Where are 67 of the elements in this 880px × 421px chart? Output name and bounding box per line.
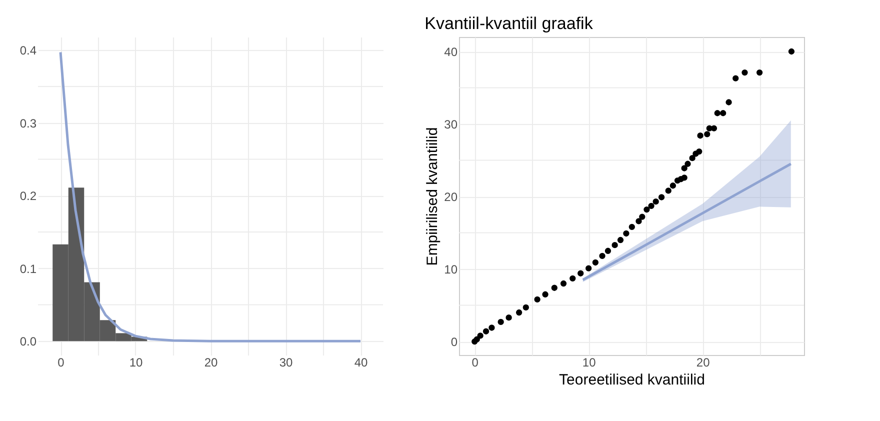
point [710, 125, 718, 132]
point [542, 291, 548, 298]
y-tick-label: 0.0 [20, 334, 37, 349]
y-tick-label: 0.3 [20, 116, 37, 130]
chart-title: Kvantiil-kvantiil graafik [424, 14, 594, 33]
point [652, 198, 659, 205]
point [570, 275, 576, 282]
y-tick-label: 0.1 [20, 262, 37, 276]
y-tick-label: 20 [444, 190, 458, 204]
line-series [59, 51, 362, 342]
point [586, 265, 592, 272]
point [788, 48, 795, 55]
point [696, 148, 702, 155]
point [681, 165, 688, 172]
point [648, 202, 654, 210]
x-axis-title: Teoreetilised kvantiilid [559, 372, 705, 388]
point [516, 309, 522, 316]
point [644, 206, 650, 213]
point [604, 248, 612, 254]
point [665, 188, 672, 194]
point [592, 259, 599, 266]
x-tick-label: 10 [129, 356, 143, 370]
x-tick-label: 40 [354, 356, 368, 370]
point [720, 110, 726, 116]
line-series [582, 162, 792, 282]
y-tick-label: 0 [450, 335, 458, 350]
x-tick-label: 10 [582, 356, 596, 370]
x-tick-label: 20 [696, 356, 710, 370]
point [732, 75, 739, 82]
point [623, 230, 630, 237]
point [681, 174, 688, 181]
y-tick-label: 10 [444, 262, 458, 277]
y-tick-label: 40 [444, 45, 458, 59]
y-tick-label: 0.4 [20, 44, 37, 58]
point [506, 314, 512, 321]
point [534, 296, 540, 303]
point [551, 284, 558, 291]
point [726, 99, 732, 106]
point [628, 224, 635, 230]
y-axis-title: Empiirilised kvantiilid [424, 127, 442, 266]
point [704, 131, 710, 138]
point [617, 236, 624, 244]
y-tick-label: 0.2 [20, 189, 37, 204]
point [636, 218, 642, 224]
point [477, 332, 484, 339]
point [612, 242, 618, 248]
point [756, 69, 763, 76]
x-tick-label: 0 [472, 356, 479, 370]
point [488, 324, 495, 331]
point [670, 182, 676, 189]
point [560, 280, 567, 287]
point [714, 110, 720, 116]
point [684, 160, 691, 167]
y-tick-label: 30 [444, 118, 458, 132]
point [639, 214, 646, 220]
point [697, 132, 704, 139]
point [689, 155, 696, 162]
x-tick-label: 20 [204, 356, 218, 370]
x-tick-label: 0 [58, 356, 65, 370]
point [498, 318, 504, 326]
point [599, 252, 606, 260]
point [522, 304, 529, 311]
point [482, 328, 490, 334]
point [658, 194, 665, 200]
x-tick-label: 30 [279, 356, 293, 370]
point [578, 270, 584, 276]
point [742, 69, 748, 76]
